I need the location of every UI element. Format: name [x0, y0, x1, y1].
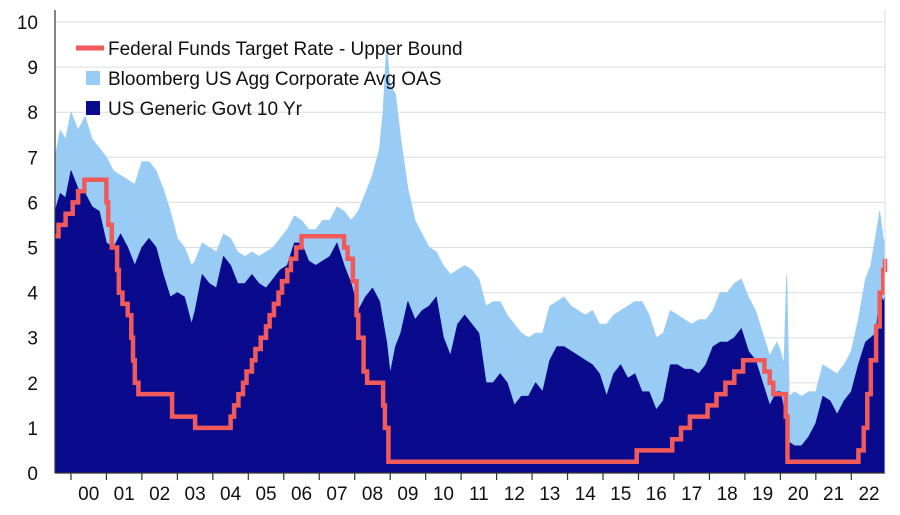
legend-label: Federal Funds Target Rate - Upper Bound: [108, 39, 463, 60]
series-govt-10yr-area: [54, 170, 886, 474]
x-tick-label: 14: [575, 484, 597, 505]
y-tick-label: 7: [27, 148, 38, 169]
series-fed-funds-line: [55, 177, 888, 464]
y-tick-label: 4: [27, 284, 38, 305]
x-tick-label: 03: [185, 484, 206, 505]
x-tick-label: 01: [114, 484, 135, 505]
x-tick-label: 05: [255, 484, 276, 505]
y-tick-label: 1: [27, 419, 38, 440]
legend: Federal Funds Target Rate - Upper Bound B…: [76, 39, 463, 120]
x-tick-label: 22: [858, 484, 879, 505]
area-series: [54, 44, 886, 474]
y-tick-label: 8: [27, 103, 38, 124]
x-tick-label: 08: [362, 484, 383, 505]
x-tick-label: 15: [610, 484, 631, 505]
y-tick-label: 0: [27, 464, 38, 485]
y-tick-label: 5: [27, 239, 38, 260]
line-series: [55, 177, 888, 464]
y-tick-label: 9: [27, 58, 38, 79]
x-tick-label: 09: [397, 484, 418, 505]
x-tick-label: 04: [220, 484, 242, 505]
x-tick-label: 02: [149, 484, 170, 505]
x-tick-label: 07: [326, 484, 347, 505]
legend-item: Bloomberg US Agg Corporate Avg OAS: [86, 69, 441, 90]
y-tick-label: 10: [17, 13, 38, 34]
y-tick-label: 6: [27, 193, 38, 214]
x-tick-label: 00: [78, 484, 99, 505]
x-tick-label: 11: [469, 484, 489, 505]
x-tick-label: 13: [539, 484, 560, 505]
legend-marker-corporate-oas: [86, 71, 100, 85]
legend-marker-govt-10yr: [86, 101, 100, 115]
legend-label: Bloomberg US Agg Corporate Avg OAS: [108, 69, 441, 90]
x-tick-label: 10: [433, 484, 454, 505]
legend-item: US Generic Govt 10 Yr: [86, 99, 303, 120]
x-tick-label: 21: [823, 484, 844, 505]
x-tick-label: 12: [504, 484, 525, 505]
y-tick-label: 3: [27, 329, 38, 350]
x-tick-label: 06: [291, 484, 312, 505]
x-tick-label: 20: [788, 484, 809, 505]
x-tick-label: 18: [717, 484, 738, 505]
x-tick-label: 17: [681, 484, 702, 505]
x-tick-label: 19: [752, 484, 773, 505]
legend-label: US Generic Govt 10 Yr: [108, 99, 303, 120]
x-tick-label: 16: [646, 484, 667, 505]
y-tick-label: 2: [27, 374, 38, 395]
legend-item: Federal Funds Target Rate - Upper Bound: [76, 39, 463, 60]
